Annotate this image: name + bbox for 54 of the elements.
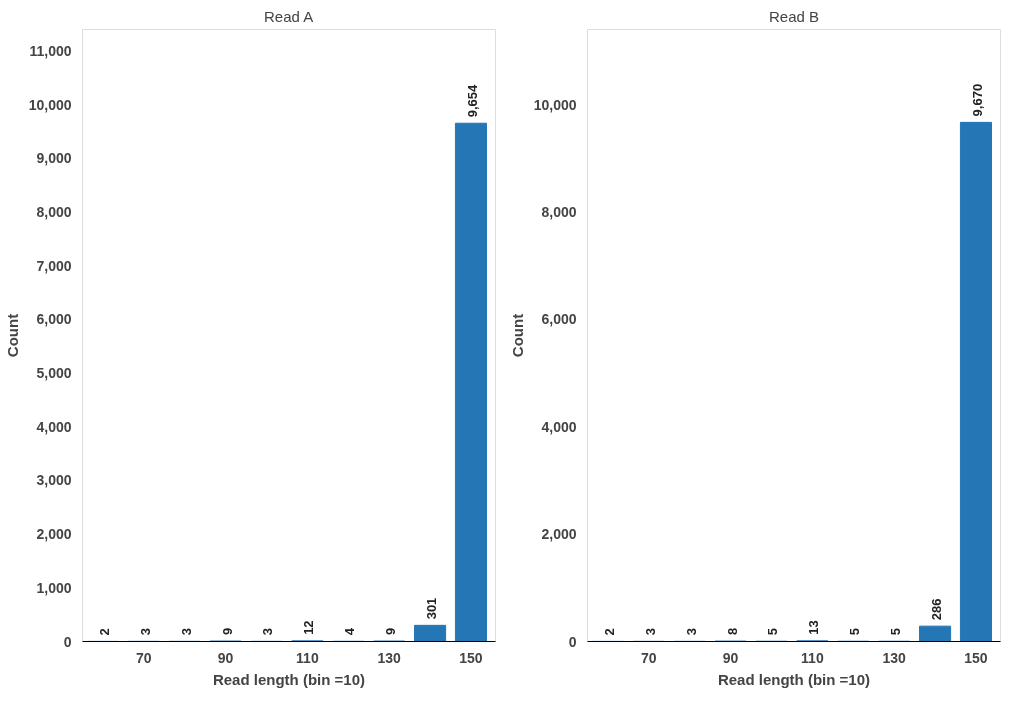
y-tick-label: 5,000 [36,365,72,382]
y-tick-label: 10,000 [28,96,72,113]
y-tick-label: 1,000 [36,579,72,596]
x-axis-title: Read length (bin =10) [212,670,366,688]
data-label: 3 [178,628,194,636]
x-tick-label: 70 [136,649,152,666]
y-tick-label: 2,000 [36,526,72,543]
chart-title: Read B [768,7,820,25]
data-label: 2 [96,628,112,636]
data-label: 9,654 [464,83,480,118]
x-tick-label: 130 [882,649,907,666]
y-tick-label: 7,000 [36,257,72,274]
data-label: 301 [424,597,440,620]
y-tick-label: 6,000 [36,311,72,328]
data-label: 4 [342,627,358,636]
y-tick-label: 4,000 [541,418,577,435]
data-label: 5 [888,628,904,636]
y-tick-label: 0 [63,633,72,650]
y-tick-label: 3,000 [36,472,72,489]
y-tick-label: 9,000 [36,150,72,167]
data-label: 5 [847,628,863,636]
data-label: 12 [301,620,317,635]
y-tick-label: 8,000 [541,204,577,221]
data-label: 5 [765,628,781,636]
data-label: 3 [683,628,699,636]
data-label: 3 [642,628,658,636]
y-tick-label: 2,000 [541,526,577,543]
x-tick-label: 130 [377,649,402,666]
data-label: 8 [724,627,740,636]
y-tick-label: 11,000 [29,42,72,59]
x-tick-label: 110 [801,649,824,666]
data-label: 286 [929,598,945,621]
y-tick-label: 6,000 [541,311,577,328]
y-tick-label: 4,000 [36,418,72,435]
y-axis-title: Count [3,313,21,358]
y-tick-label: 10,000 [533,96,577,113]
x-tick-label: 150 [964,649,988,666]
chart-title: Read A [263,7,314,25]
data-label: 9 [219,627,235,636]
data-label: 2 [601,628,617,636]
data-label: 3 [137,628,153,636]
y-tick-label: 8,000 [36,204,72,221]
x-tick-label: 90 [722,649,739,666]
y-axis-title: Count [508,313,526,358]
x-tick-label: 90 [217,649,234,666]
x-axis-title: Read length (bin =10) [717,670,871,688]
data-label: 9,670 [969,83,985,117]
data-label: 3 [260,628,276,636]
data-label: 13 [806,620,822,635]
y-tick-label: 0 [568,633,577,650]
x-tick-label: 110 [296,649,319,666]
x-tick-label: 150 [459,649,483,666]
data-label: 9 [383,627,399,636]
x-tick-label: 70 [641,649,657,666]
